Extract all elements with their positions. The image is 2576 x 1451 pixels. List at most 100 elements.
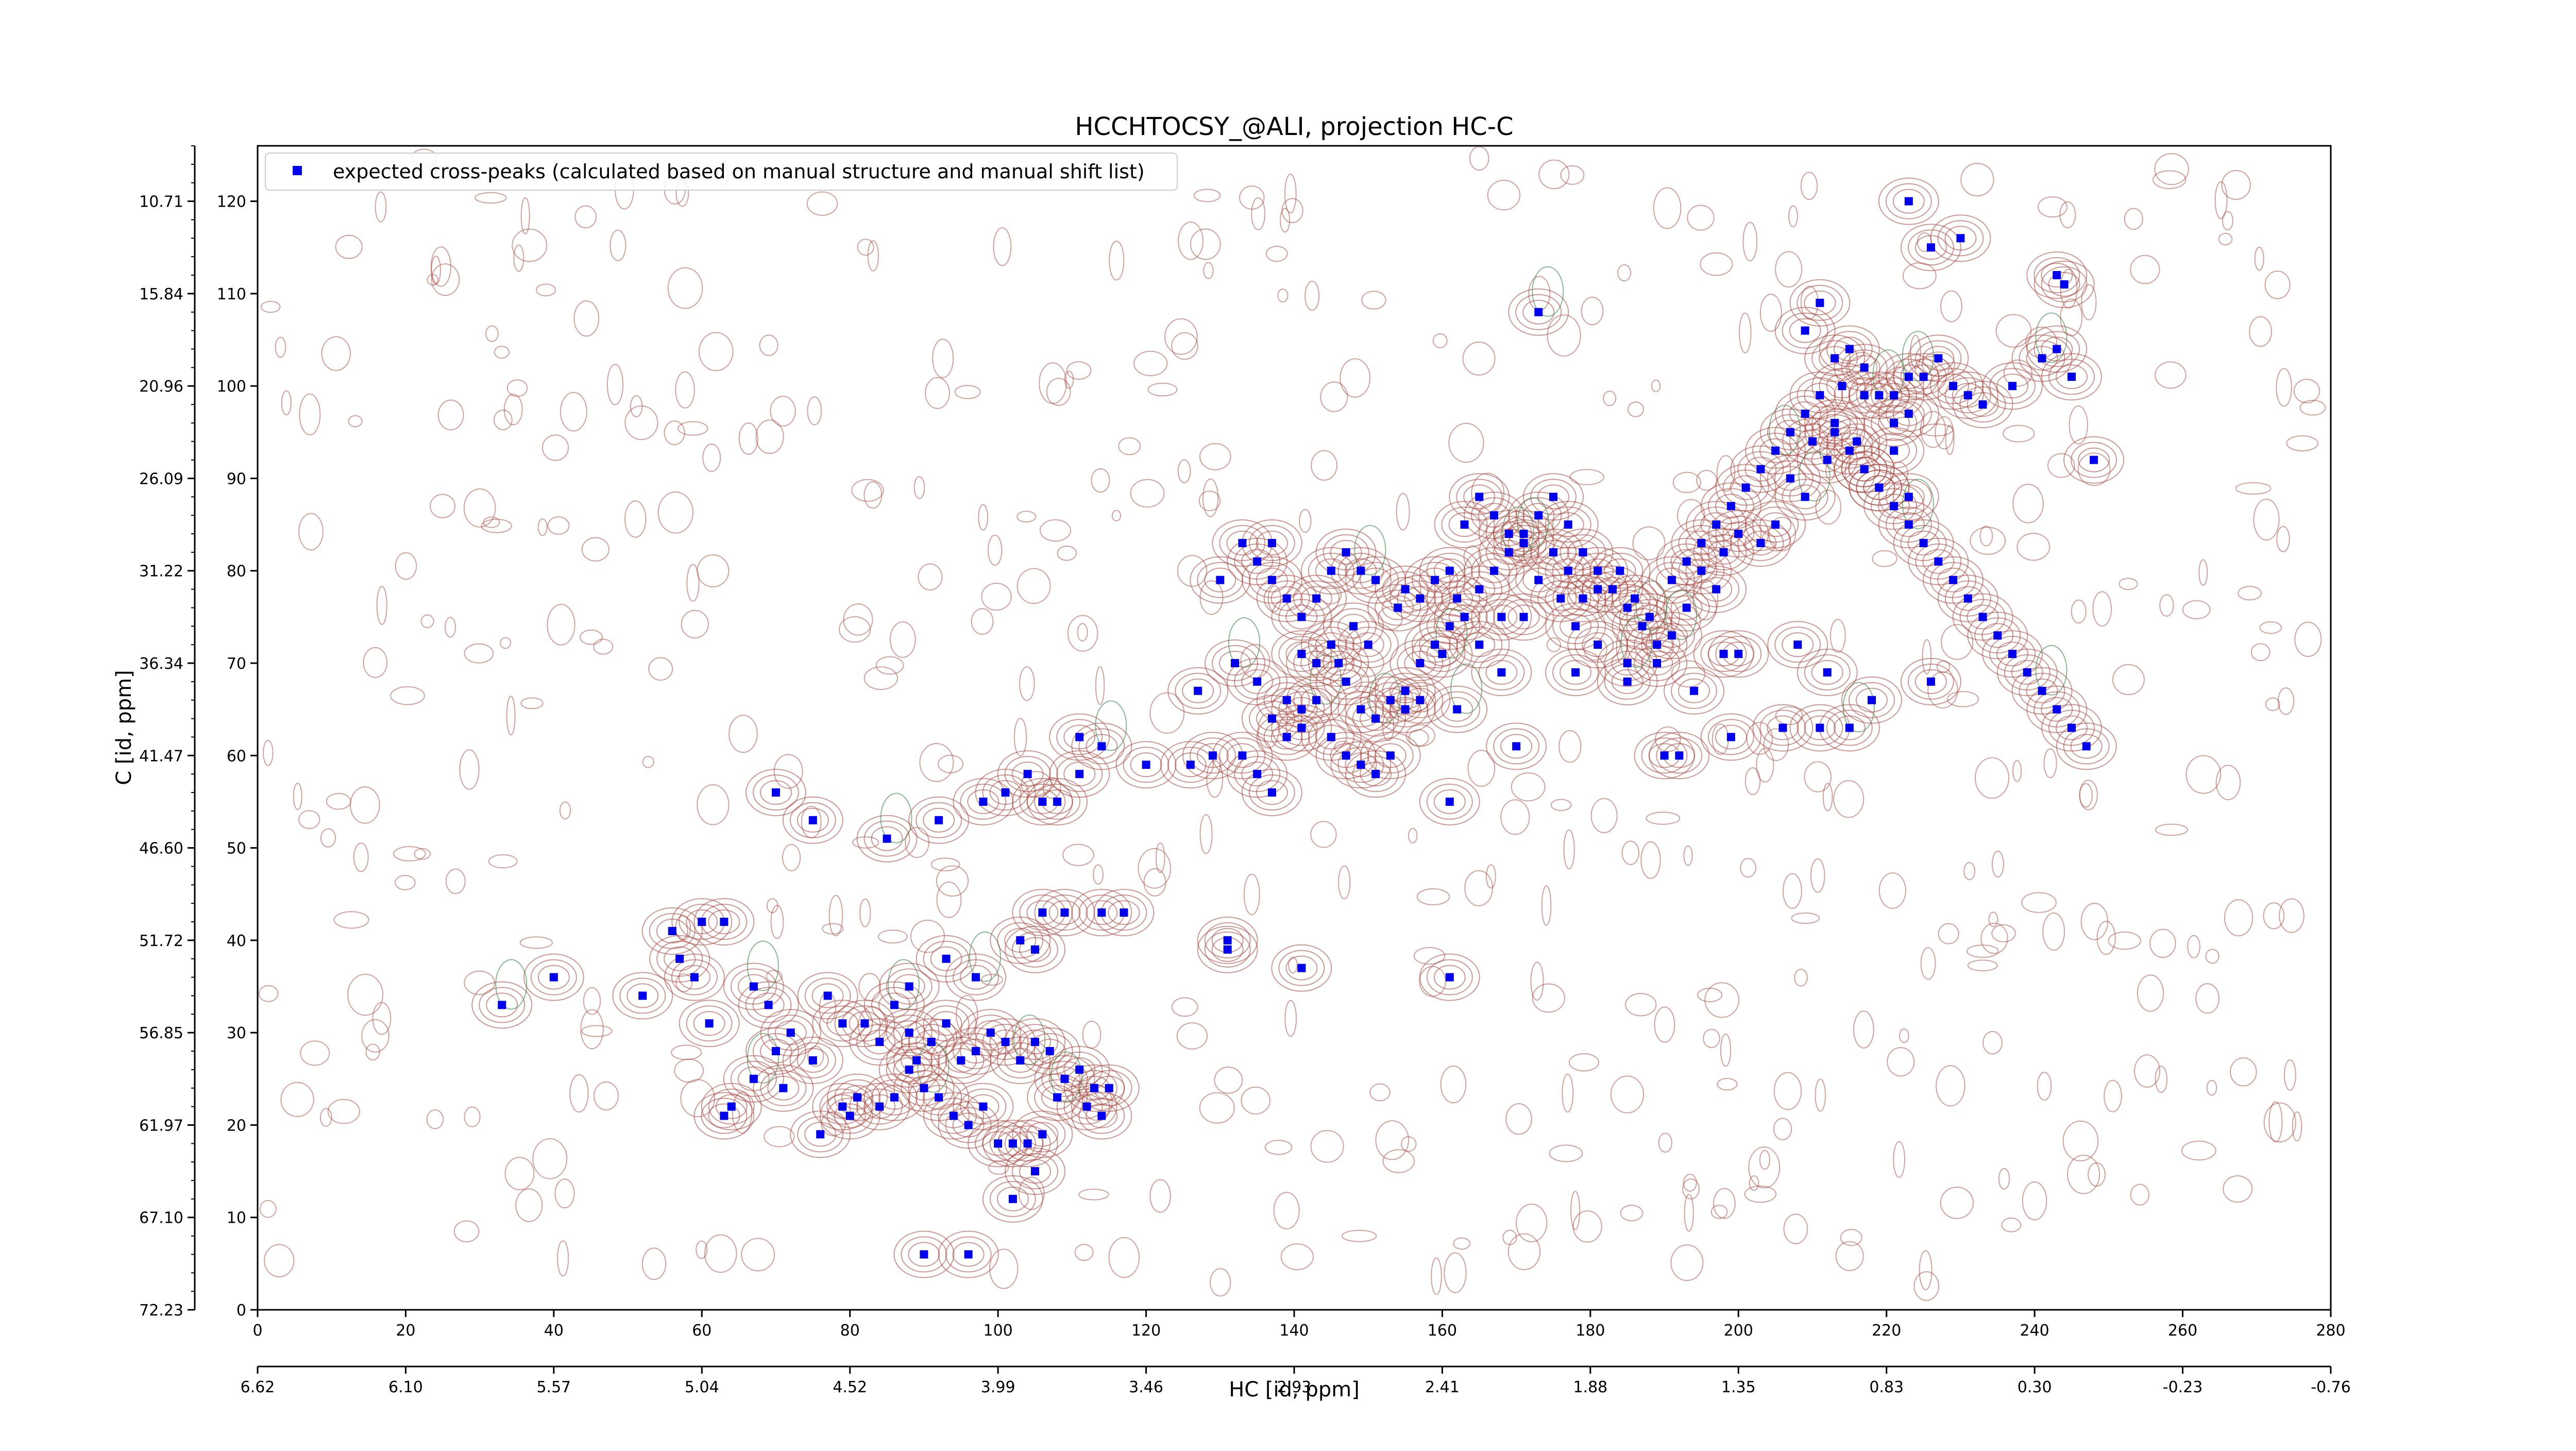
contour-ring [1011,762,1044,787]
contour-ring-negative [1620,617,1653,668]
noise-contour [1541,885,1552,926]
noise-contour [1310,821,1337,848]
contour-ring [1278,950,1325,986]
cross-peak [1993,631,2002,640]
cross-peak [764,1001,773,1009]
contour-ring [1700,713,1761,761]
noise-contour [675,973,693,992]
contour-ring [1256,530,1288,555]
contour-ring [1271,944,1332,992]
contour-ring [1612,580,1658,617]
contour-ring [1967,604,1999,630]
contour-ring [2026,678,2058,703]
contour-ring [1885,183,1932,220]
cross-peak [786,1028,795,1037]
noise-contour [1469,146,1489,171]
contour-ring [997,1042,1044,1078]
contour-ring [723,1055,784,1103]
cross-peak [1934,354,1943,363]
noise-contour [1467,750,1496,787]
noise-contour [1974,757,2010,799]
noise-contour [641,1247,667,1280]
cross-peak [1697,566,1706,575]
cross-peak [1712,520,1721,529]
cross-peak [1282,733,1291,741]
noise-contour [321,336,351,371]
contour-ring [1892,512,1925,537]
contour-ring [1330,685,1392,733]
noise-contour [431,263,460,296]
contour-ring [1330,741,1392,789]
noise-contour [2238,586,2262,601]
noise-contour [2124,208,2143,230]
noise-contour [2062,1120,2099,1162]
contour-ring [1360,762,1392,787]
noise-contour [1815,1078,1826,1112]
noise-contour [520,697,544,710]
cross-peak [1438,650,1447,659]
chart-title: HCCHTOCSY_@ALI, projection HC-C [1075,112,1513,141]
contour-ring [1604,558,1636,583]
contour-ring [1819,368,1866,404]
noise-contour [1432,333,1448,348]
contour-ring [1419,632,1451,657]
cross-peak [1401,585,1410,594]
contour-ring [886,1051,933,1088]
contour-ring [1219,737,1266,774]
contour-ring [1352,632,1384,657]
cross-peak [2053,705,2061,714]
legend-label: expected cross-peaks (calculated based o… [333,160,1145,183]
cross-peak [1186,761,1195,769]
noise-contour [1744,1185,1777,1203]
y-axis-label: C [id, ppm] [112,670,136,785]
cross-peak [1978,400,1987,409]
contour-ring [938,1230,999,1278]
contour-ring [1560,534,1606,570]
cross-peak [1616,566,1624,575]
contour-ring [1270,687,1303,713]
noise-contour [1782,873,1802,909]
noise-contour [1920,947,1936,980]
contour-ring [1707,539,1740,565]
noise-contour [2277,687,2295,715]
noise-contour [1749,1175,1759,1191]
y-ppm-tick-label: 41.47 [139,747,183,765]
noise-contour [1066,361,1092,380]
contour-ring [856,1024,903,1060]
noise-contour [1453,1237,1471,1250]
noise-contour [1018,1176,1045,1210]
cross-peak [1453,705,1462,714]
x-tick-label: 160 [1428,1322,1457,1340]
cross-peak [1645,613,1654,621]
contour-ring [1197,916,1258,964]
x-tick-label: 0 [252,1322,262,1340]
contour-ring [1300,586,1333,611]
y-tick-label: 0 [236,1302,246,1320]
x-ppm-tick-label: 6.10 [388,1378,423,1396]
noise-contour [426,1109,444,1129]
cross-peak [1497,613,1506,621]
contour-ring [782,796,843,844]
contour-ring [952,1242,985,1267]
noise-contour [353,842,369,872]
noise-contour [593,638,614,655]
noise-contour [1991,924,2016,942]
noise-contour [1093,864,1104,885]
contour-ring [2033,331,2080,367]
contour-ring [1375,565,1436,613]
noise-contour [1960,162,1994,197]
contour-ring [982,1024,1029,1060]
cross-peak [779,1084,788,1092]
contour-ring [1323,602,1384,650]
noise-contour [1833,780,1865,818]
contour-ring [1759,454,1821,502]
contour-ring [804,977,851,1014]
noise-contour [1199,814,1213,854]
contour-ring [1811,362,1873,410]
contour-ring [1270,586,1303,611]
cross-peak [1564,520,1572,529]
noise-contour [1299,509,1312,533]
contour-ring [753,1064,814,1112]
cross-peak [1267,576,1276,584]
